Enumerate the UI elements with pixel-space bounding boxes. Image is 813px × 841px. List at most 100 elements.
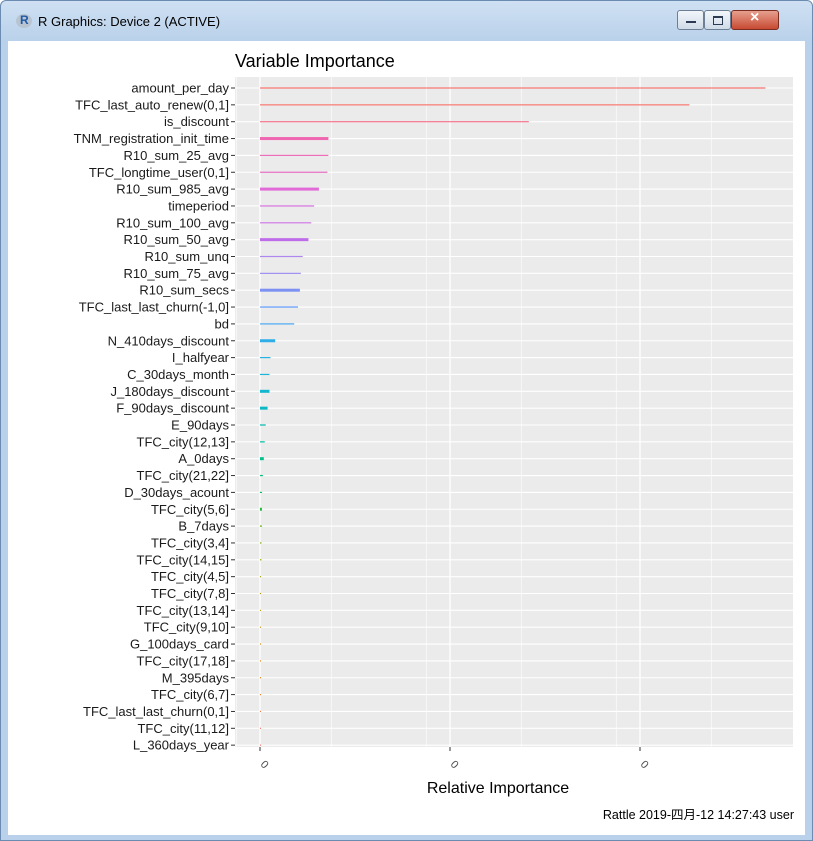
y-tick-label: R10_sum_50_avg [123,232,229,247]
bar [260,288,300,292]
bar [260,357,271,359]
y-tick-label: R10_sum_75_avg [123,266,229,281]
y-tick-label: TFC_city(7,8] [151,586,229,601]
bar [260,238,309,242]
x-axis-label: Relative Importance [427,780,569,797]
bar [260,677,261,679]
y-tick-label: R10_sum_100_avg [116,215,229,230]
y-tick-label: J_180days_discount [110,384,229,399]
bar [260,187,319,191]
bar [260,255,303,258]
y-tick-label: TFC_city(5,6] [151,502,229,517]
bar [260,609,261,611]
minimize-icon [686,21,696,23]
y-tick-label: R10_sum_unq [144,249,229,264]
x-tick-label: 0 [448,758,461,771]
bar [260,576,261,578]
close-icon: × [750,9,760,26]
bar [260,389,270,393]
y-tick-label: D_30days_acount [124,485,229,500]
y-tick-label: A_0days [178,451,229,466]
bar [260,710,261,713]
bar [260,373,270,376]
bar [260,323,295,325]
bar [260,525,262,527]
y-tick-label: L_360days_year [133,738,230,753]
plot-panel [235,77,793,747]
y-axis-labels: amount_per_dayTFC_last_auto_renew(0,1]is… [74,81,235,753]
window-title: R Graphics: Device 2 (ACTIVE) [38,14,221,29]
y-tick-label: TFC_city(6,7] [151,687,229,702]
y-tick-label: is_discount [164,114,229,129]
y-tick-label: TFC_city(3,4] [151,535,229,550]
y-tick-label: I_halfyear [172,350,230,365]
maximize-icon [713,16,723,25]
y-tick-label: N_410days_discount [108,333,230,348]
y-tick-label: TFC_city(9,10] [144,620,229,635]
y-tick-label: TFC_last_last_churn(0,1] [83,704,229,719]
y-tick-label: TFC_longtime_user(0,1] [89,165,229,180]
bar [260,744,261,746]
bar [260,507,262,511]
chart-title: Variable Importance [235,51,395,71]
y-tick-label: TFC_city(14,15] [137,552,229,567]
y-tick-label: C_30days_month [127,367,229,382]
y-tick-label: TFC_last_last_churn(-1,0] [79,300,229,315]
y-tick-label: amount_per_day [131,81,229,96]
y-tick-label: TFC_city(11,12] [137,721,229,736]
y-tick-label: R10_sum_secs [139,283,229,298]
bars [260,87,766,746]
y-tick-label: TFC_last_auto_renew(0,1] [75,97,229,112]
y-tick-label: G_100days_card [130,637,229,652]
bar [260,339,276,343]
bar [260,474,263,477]
bar [260,272,301,274]
bar [260,406,268,410]
bar [260,121,529,123]
bar [260,205,315,207]
close-button[interactable]: × [731,9,779,30]
y-tick-label: TFC_city(21,22] [137,468,229,483]
y-tick-label: TFC_city(17,18] [137,653,229,668]
y-tick-label: E_90days [171,418,229,433]
y-tick-label: TNM_registration_init_time [74,131,229,146]
y-tick-label: bd [215,316,229,331]
bar [260,154,329,156]
bar [260,104,690,106]
y-tick-label: timeperiod [168,198,229,213]
x-tick-label: 0 [258,758,271,771]
minimize-button[interactable] [677,10,704,30]
bar [260,457,264,461]
y-tick-label: R10_sum_985_avg [116,182,229,197]
bar [260,542,262,544]
y-tick-label: TFC_city(12,13] [137,434,229,449]
x-axis-ticks: 0 0 0 [258,747,651,771]
graphics-canvas: Variable Importance amount_per_day TFC_la… [8,41,805,835]
bar [260,727,261,729]
rattle-annotation: Rattle 2019-四月-12 14:27:43 user [603,808,794,822]
bar [260,306,298,308]
bar [260,694,261,696]
bar [260,626,261,628]
bar [260,222,312,224]
bar [260,137,329,141]
bar [260,491,262,493]
title-bar[interactable]: R R Graphics: Device 2 (ACTIVE) × [1,1,812,41]
bar [260,643,261,645]
y-tick-label: F_90days_discount [116,401,229,416]
y-tick-label: B_7days [178,519,229,534]
bar [260,424,266,426]
bar [260,171,328,173]
x-tick-label: 0 [638,758,651,771]
y-tick-label: R10_sum_25_avg [123,148,229,163]
y-tick-label: TFC_city(4,5] [151,569,229,584]
bar [260,559,262,561]
bar [260,87,766,89]
bar [260,441,265,443]
y-tick-label: TFC_city(13,14] [137,603,229,618]
r-logo-icon: R [16,13,32,28]
bar [260,592,261,595]
maximize-button[interactable] [704,10,731,30]
y-tick-label: M_395days [162,670,230,685]
